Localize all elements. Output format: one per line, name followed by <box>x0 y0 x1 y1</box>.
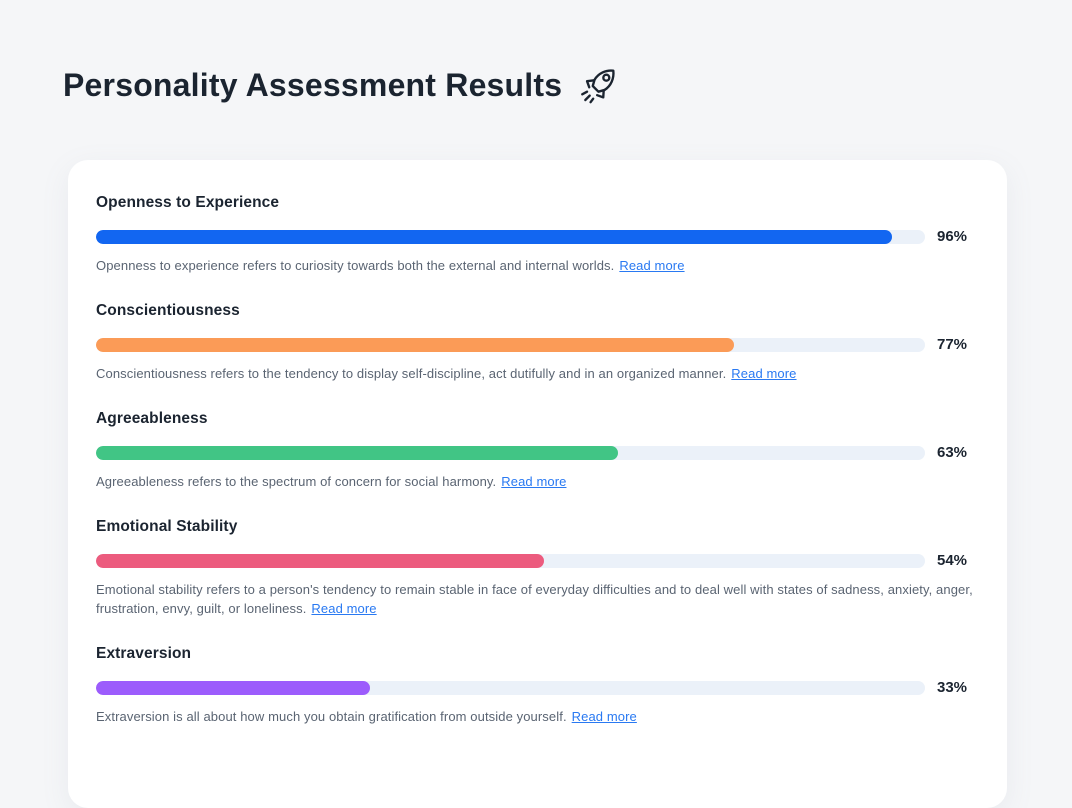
trait-description: Agreeableness refers to the spectrum of … <box>96 472 979 491</box>
trait-percentage: 63% <box>937 444 968 461</box>
traits-list: Openness to Experience 96% Openness to e… <box>96 193 979 726</box>
trait-description-text: Conscientiousness refers to the tendency… <box>96 366 727 381</box>
rocket-icon <box>581 69 615 104</box>
progress-bar-fill <box>96 229 892 244</box>
trait-percentage: 96% <box>937 228 968 245</box>
progress-bar-track <box>96 445 925 460</box>
read-more-link[interactable]: Read more <box>501 474 567 489</box>
trait-description-text: Emotional stability refers to a person's… <box>96 582 973 616</box>
progress-bar-fill <box>96 680 370 695</box>
trait-bar-row: 96% <box>96 228 979 245</box>
page-title-text: Personality Assessment Results <box>63 66 563 103</box>
trait-percentage: 33% <box>937 679 968 696</box>
progress-bar-fill <box>96 337 735 352</box>
progress-bar-track <box>96 553 925 568</box>
progress-bar-track <box>96 229 925 244</box>
trait-description: Conscientiousness refers to the tendency… <box>96 364 979 383</box>
trait-section: Openness to Experience 96% Openness to e… <box>96 193 979 275</box>
trait-title: Agreeableness <box>96 410 208 427</box>
trait-title: Conscientiousness <box>96 302 240 319</box>
trait-title: Extraversion <box>96 645 192 662</box>
read-more-link[interactable]: Read more <box>571 709 637 724</box>
trait-bar-row: 63% <box>96 444 979 461</box>
trait-section: Emotional Stability 54% Emotional stabil… <box>96 517 979 618</box>
trait-description: Emotional stability refers to a person's… <box>96 580 979 618</box>
trait-description-text: Openness to experience refers to curiosi… <box>96 258 615 273</box>
read-more-link[interactable]: Read more <box>619 258 685 273</box>
trait-title: Emotional Stability <box>96 518 238 535</box>
trait-section: Extraversion 33% Extraversion is all abo… <box>96 644 979 726</box>
trait-percentage: 77% <box>937 336 968 353</box>
trait-title: Openness to Experience <box>96 194 280 211</box>
progress-bar-fill <box>96 445 619 460</box>
trait-description-text: Agreeableness refers to the spectrum of … <box>96 474 497 489</box>
trait-description: Openness to experience refers to curiosi… <box>96 256 979 275</box>
trait-percentage: 54% <box>937 552 968 569</box>
trait-section: Conscientiousness 77% Conscientiousness … <box>96 301 979 383</box>
read-more-link[interactable]: Read more <box>731 366 797 381</box>
results-card: Openness to Experience 96% Openness to e… <box>68 160 1007 808</box>
trait-bar-row: 33% <box>96 679 979 696</box>
trait-bar-row: 54% <box>96 552 979 569</box>
trait-description-text: Extraversion is all about how much you o… <box>96 709 567 724</box>
progress-bar-fill <box>96 553 544 568</box>
progress-bar-track <box>96 680 925 695</box>
trait-bar-row: 77% <box>96 336 979 353</box>
progress-bar-track <box>96 337 925 352</box>
trait-description: Extraversion is all about how much you o… <box>96 707 979 726</box>
page-title: Personality Assessment Results <box>63 64 619 106</box>
trait-section: Agreeableness 63% Agreeableness refers t… <box>96 409 979 491</box>
read-more-link[interactable]: Read more <box>311 601 377 616</box>
